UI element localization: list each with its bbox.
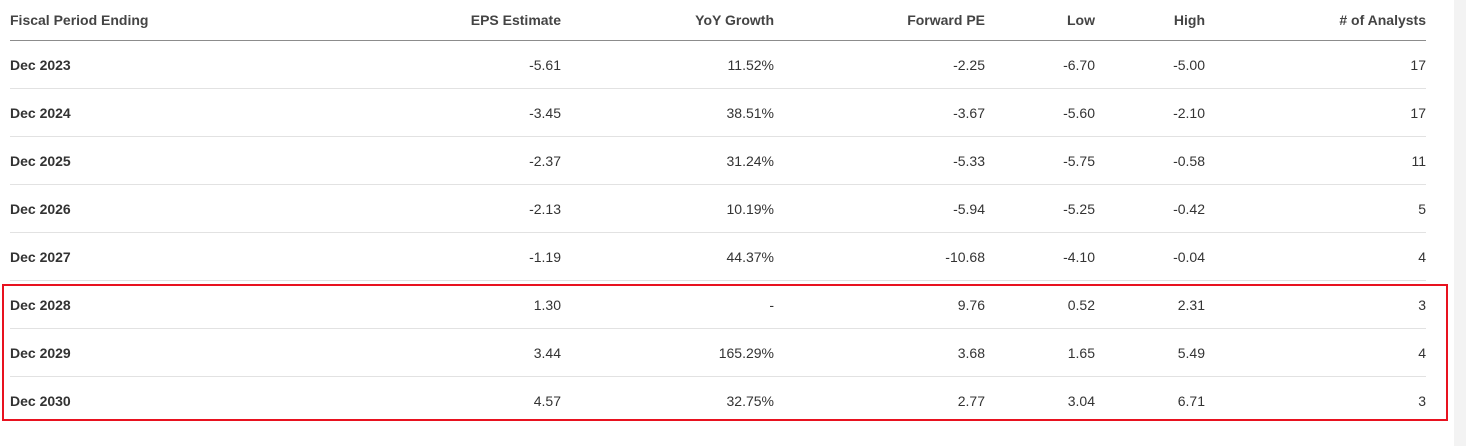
cell-low: 1.65 (985, 328, 1095, 377)
cell-num-analysts: 4 (1205, 232, 1426, 281)
table-row: Dec 2023 -5.61 11.52% -2.25 -6.70 -5.00 … (10, 40, 1426, 89)
eps-estimates-table: Fiscal Period Ending EPS Estimate YoY Gr… (10, 0, 1426, 424)
table-header-row: Fiscal Period Ending EPS Estimate YoY Gr… (10, 0, 1426, 41)
cell-forward-pe: -10.68 (774, 232, 985, 281)
cell-low: 0.52 (985, 280, 1095, 329)
cell-eps-estimate: -1.19 (310, 232, 561, 281)
cell-high: -2.10 (1095, 88, 1205, 137)
cell-eps-estimate: -3.45 (310, 88, 561, 137)
cell-yoy-growth: 32.75% (726, 392, 774, 409)
cell-eps-estimate: 1.30 (310, 280, 561, 329)
cell-yoy-growth: - (561, 280, 774, 329)
cell-forward-pe: -5.94 (774, 184, 985, 233)
header-fiscal-period-ending[interactable]: Fiscal Period Ending (10, 0, 310, 41)
table-row: Dec 2029 3.44 165.29% 3.68 1.65 5.49 4 (10, 328, 1426, 377)
cell-num-analysts: 3 (1418, 392, 1426, 409)
cell-low: -4.10 (985, 232, 1095, 281)
table-row: Dec 2024 -3.45 38.51% -3.67 -5.60 -2.10 … (10, 88, 1426, 137)
cell-eps-estimate: 4.57 (533, 392, 561, 409)
cell-fiscal-period: Dec 2023 (10, 40, 310, 89)
cell-high: -0.42 (1095, 184, 1205, 233)
cell-fiscal-period: Dec 2028 (10, 280, 310, 329)
cell-fiscal-period: Dec 2026 (10, 184, 310, 233)
cell-low: -6.70 (985, 40, 1095, 89)
cell-forward-pe: -3.67 (774, 88, 985, 137)
table-row: Dec 2026 -2.13 10.19% -5.94 -5.25 -0.42 … (10, 184, 1426, 233)
cell-yoy-growth: 10.19% (561, 184, 774, 233)
cell-low: -5.60 (985, 88, 1095, 137)
table-row: Dec 2030 4.57 32.75% 2.77 3.04 6.71 3 (10, 377, 1426, 425)
header-forward-pe[interactable]: Forward PE (774, 0, 985, 41)
table-row: Dec 2027 -1.19 44.37% -10.68 -4.10 -0.04… (10, 232, 1426, 281)
cell-high: -5.00 (1095, 40, 1205, 89)
cell-forward-pe: -5.33 (774, 136, 985, 185)
cell-num-analysts: 5 (1205, 184, 1426, 233)
cell-num-analysts: 17 (1205, 88, 1426, 137)
cell-high: -0.58 (1095, 136, 1205, 185)
cell-forward-pe: -2.25 (774, 40, 985, 89)
cell-high: 5.49 (1095, 328, 1205, 377)
cell-num-analysts: 17 (1205, 40, 1426, 89)
cell-yoy-growth: 38.51% (561, 88, 774, 137)
cell-fiscal-period: Dec 2024 (10, 88, 310, 137)
cell-eps-estimate: 3.44 (310, 328, 561, 377)
table-row: Dec 2028 1.30 - 9.76 0.52 2.31 3 (10, 280, 1426, 329)
cell-fiscal-period: Dec 2030 (10, 392, 71, 409)
cell-yoy-growth: 44.37% (561, 232, 774, 281)
cell-low: -5.25 (985, 184, 1095, 233)
scrollbar-track[interactable] (1454, 0, 1466, 446)
header-yoy-growth[interactable]: YoY Growth (561, 0, 774, 41)
header-high[interactable]: High (1095, 0, 1205, 41)
cell-yoy-growth: 165.29% (561, 328, 774, 377)
cell-high: 6.71 (1177, 392, 1205, 409)
cell-low: -5.75 (985, 136, 1095, 185)
cell-num-analysts: 3 (1205, 280, 1426, 329)
cell-fiscal-period: Dec 2029 (10, 328, 310, 377)
cell-eps-estimate: -2.37 (310, 136, 561, 185)
cell-fiscal-period: Dec 2025 (10, 136, 310, 185)
cell-yoy-growth: 31.24% (561, 136, 774, 185)
header-eps-estimate[interactable]: EPS Estimate (310, 0, 561, 41)
cell-forward-pe: 3.68 (774, 328, 985, 377)
cell-high: 2.31 (1095, 280, 1205, 329)
header-num-analysts[interactable]: # of Analysts (1205, 0, 1426, 41)
cell-eps-estimate: -2.13 (310, 184, 561, 233)
cell-num-analysts: 11 (1205, 136, 1426, 185)
cell-yoy-growth: 11.52% (561, 40, 774, 89)
cell-fiscal-period: Dec 2027 (10, 232, 310, 281)
table-row: Dec 2025 -2.37 31.24% -5.33 -5.75 -0.58 … (10, 136, 1426, 185)
header-low[interactable]: Low (985, 0, 1095, 41)
cell-high: -0.04 (1095, 232, 1205, 281)
cell-forward-pe: 9.76 (774, 280, 985, 329)
cell-forward-pe: 2.77 (957, 392, 985, 409)
cell-low: 3.04 (1067, 392, 1095, 409)
cell-eps-estimate: -5.61 (310, 40, 561, 89)
cell-num-analysts: 4 (1205, 328, 1426, 377)
